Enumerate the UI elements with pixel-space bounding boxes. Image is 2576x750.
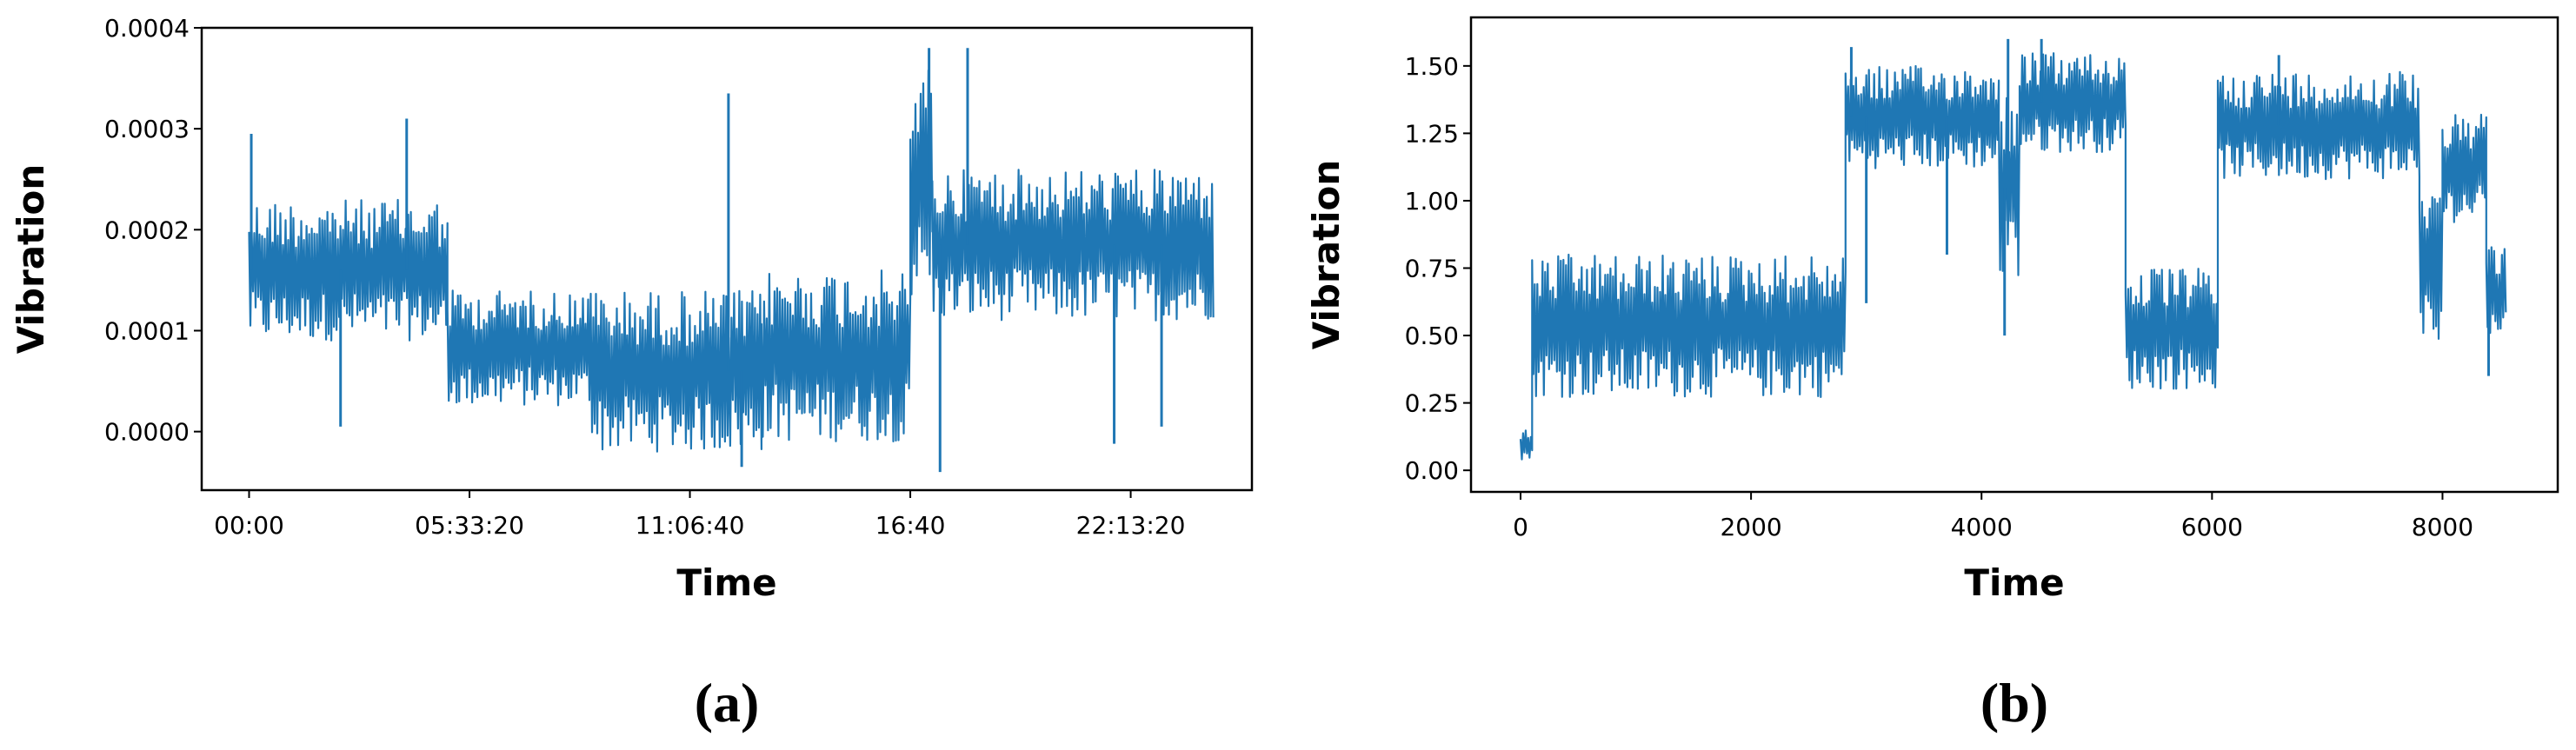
x-tick-label: 4000 <box>1951 513 2013 541</box>
y-tick-label: 0.0003 <box>104 115 190 143</box>
x-tick-label: 2000 <box>1720 513 1781 541</box>
x-tick-label: 8000 <box>2412 513 2473 541</box>
y-axis-label: Vibration <box>10 164 52 355</box>
y-tick-label: 0.75 <box>1405 255 1459 283</box>
x-tick-label: 16:40 <box>875 511 946 540</box>
x-tick-label: 00:00 <box>214 511 284 540</box>
y-tick-label: 1.00 <box>1405 187 1459 216</box>
x-tick-label: 6000 <box>2181 513 2243 541</box>
series-line <box>1519 52 2507 461</box>
chart-panel-b: 0 2000 4000 6000 8000 0.00 0.25 0.50 0.75 1.00 1.… <box>1305 16 2559 733</box>
y-ticks: 0.00 0.25 0.50 0.75 1.00 1.25 1.50 <box>1405 52 1471 485</box>
y-tick-label: 0.0000 <box>104 418 190 447</box>
y-ticks: 0.0000 0.0001 0.0002 0.0003 0.0004 <box>104 14 202 447</box>
panel-label: (a) <box>695 672 760 733</box>
x-tick-label: 11:06:40 <box>636 511 745 540</box>
y-tick-label: 0.0004 <box>104 14 190 43</box>
x-ticks: 00:00 05:33:20 11:06:40 16:40 22:13:20 <box>214 490 1185 540</box>
series-layer <box>248 48 1215 473</box>
series-line <box>248 69 1215 453</box>
series-layer <box>1519 38 2507 461</box>
y-axis-label: Vibration <box>1305 160 1348 350</box>
y-tick-label: 0.50 <box>1405 322 1459 350</box>
x-ticks: 0 2000 4000 6000 8000 <box>1513 492 2473 541</box>
chart-panel-a: 00:00 05:33:20 11:06:40 16:40 22:13:20 0.000… <box>10 14 1254 733</box>
x-axis-label: Time <box>1964 561 2064 604</box>
panel-label: (b) <box>1980 672 2048 733</box>
y-tick-label: 1.25 <box>1405 119 1459 148</box>
plot-frame <box>1469 16 2559 494</box>
y-tick-label: 0.25 <box>1405 389 1459 418</box>
y-tick-label: 0.0002 <box>104 216 190 244</box>
y-tick-label: 1.50 <box>1405 52 1459 81</box>
y-tick-label: 0.0001 <box>104 316 190 345</box>
plot-frame <box>200 26 1254 492</box>
x-tick-label: 05:33:20 <box>415 511 524 540</box>
x-tick-label: 22:13:20 <box>1076 511 1186 540</box>
y-tick-label: 0.00 <box>1405 456 1459 485</box>
x-axis-label: Time <box>676 561 776 604</box>
x-tick-label: 0 <box>1513 513 1528 541</box>
